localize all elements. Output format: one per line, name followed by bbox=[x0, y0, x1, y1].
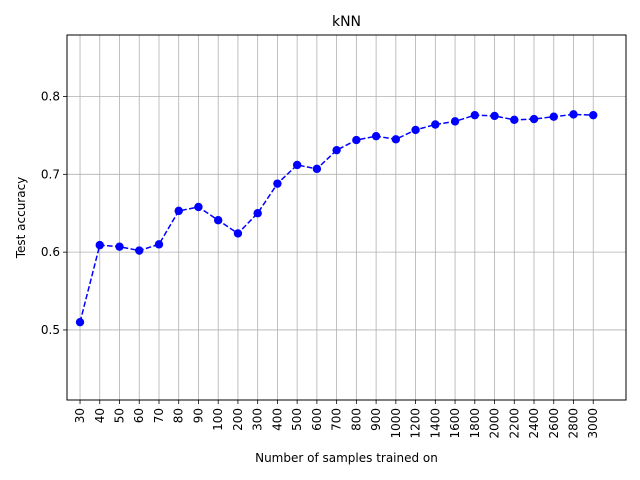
data-point bbox=[233, 229, 243, 238]
x-tick-label: 2000 bbox=[488, 408, 502, 439]
data-point bbox=[391, 135, 401, 144]
data-point bbox=[174, 206, 183, 216]
data-point bbox=[371, 131, 381, 141]
x-tick-label: 900 bbox=[369, 408, 383, 431]
y-axis-label: Test accuracy bbox=[14, 177, 28, 260]
data-point bbox=[589, 110, 598, 120]
data-point bbox=[450, 117, 460, 126]
x-tick-label: 2800 bbox=[566, 408, 580, 439]
x-tick-label: 1000 bbox=[389, 408, 403, 439]
x-tick-label: 300 bbox=[251, 408, 265, 431]
data-point bbox=[154, 240, 164, 249]
x-tick-label: 2200 bbox=[507, 408, 521, 439]
x-tick-label: 700 bbox=[330, 408, 344, 431]
grid bbox=[67, 35, 626, 400]
data-point bbox=[135, 246, 144, 255]
y-tick-label: 0.8 bbox=[41, 89, 60, 103]
x-tick-label: 600 bbox=[310, 408, 324, 431]
data-point bbox=[292, 160, 302, 170]
y-tick-label: 0.5 bbox=[41, 323, 60, 337]
data-point bbox=[470, 110, 480, 120]
x-tick-label: 100 bbox=[211, 408, 225, 431]
data-point bbox=[529, 114, 539, 124]
x-tick-label: 40 bbox=[93, 408, 107, 423]
x-tick-label: 500 bbox=[290, 408, 304, 431]
data-point bbox=[569, 110, 578, 119]
data-point bbox=[490, 111, 499, 121]
x-tick-label: 1600 bbox=[448, 408, 462, 439]
y-tick-label: 0.7 bbox=[41, 167, 60, 181]
x-axis-label: Number of samples trained on bbox=[255, 451, 438, 465]
data-point bbox=[75, 317, 85, 327]
data-point bbox=[431, 120, 440, 129]
data-point bbox=[332, 145, 341, 155]
x-tick-label: 400 bbox=[270, 408, 284, 431]
data-point bbox=[312, 164, 322, 174]
x-tick-label: 1200 bbox=[409, 408, 423, 439]
data-point bbox=[510, 115, 519, 125]
x-tick-label: 3000 bbox=[586, 408, 600, 439]
data-point bbox=[115, 242, 124, 251]
series-line bbox=[79, 113, 594, 323]
x-tick-label: 70 bbox=[152, 408, 166, 423]
x-tick-label: 800 bbox=[349, 408, 363, 431]
y-tick-label: 0.6 bbox=[41, 245, 60, 259]
data-point bbox=[95, 240, 104, 250]
x-tick-label: 50 bbox=[113, 408, 127, 423]
data-point bbox=[352, 135, 361, 145]
x-tick-label: 90 bbox=[191, 408, 205, 423]
x-tick-label: 80 bbox=[172, 408, 186, 423]
ticks: 30 40 50 60 70 80 90 100 200 300 400 500 600 700 800 90… bbox=[41, 89, 600, 438]
x-tick-label: 60 bbox=[132, 408, 146, 423]
x-tick-label: 2600 bbox=[547, 408, 561, 439]
data-point bbox=[549, 112, 558, 121]
data-point bbox=[194, 202, 203, 212]
series-layer bbox=[75, 110, 598, 327]
x-tick-label: 200 bbox=[231, 408, 245, 431]
data-point bbox=[411, 125, 420, 135]
chart-title: kNN bbox=[332, 14, 361, 30]
x-tick-label: 2400 bbox=[527, 408, 541, 439]
plot-frame bbox=[66, 34, 627, 401]
x-tick-label: 1400 bbox=[428, 408, 442, 439]
data-point bbox=[253, 209, 262, 218]
data-point bbox=[273, 179, 282, 188]
x-tick-label: 30 bbox=[73, 408, 87, 423]
data-point bbox=[213, 216, 223, 225]
x-tick-label: 1800 bbox=[468, 408, 482, 439]
